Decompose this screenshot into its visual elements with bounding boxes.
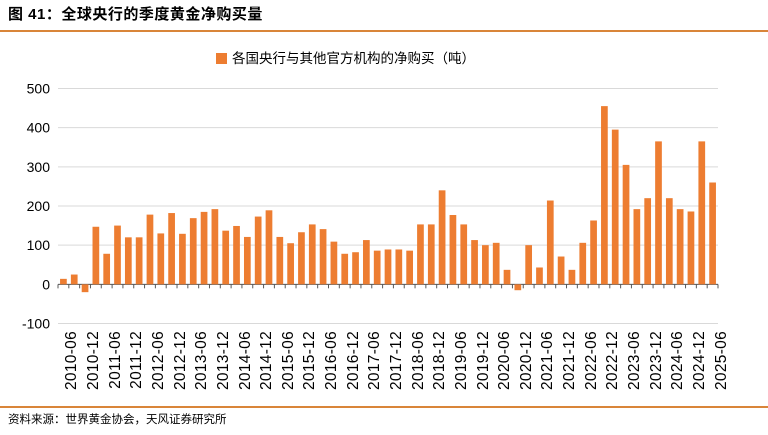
- svg-text:100: 100: [27, 237, 51, 253]
- svg-text:300: 300: [27, 159, 51, 175]
- svg-text:400: 400: [27, 120, 51, 136]
- svg-text:200: 200: [27, 198, 51, 214]
- svg-text:500: 500: [27, 81, 51, 97]
- svg-text:0: 0: [42, 276, 50, 292]
- svg-text:-100: -100: [22, 316, 50, 332]
